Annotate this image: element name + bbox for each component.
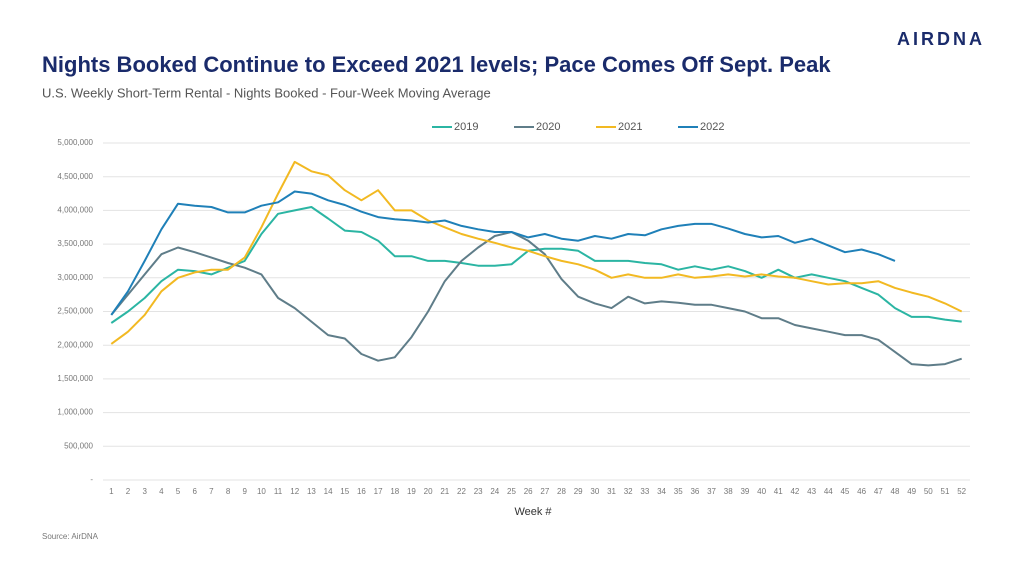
x-tick-label: 11	[274, 487, 283, 496]
x-tick-label: 42	[790, 487, 799, 496]
y-tick-label: 3,000,000	[57, 273, 93, 282]
x-tick-label: 22	[457, 487, 466, 496]
legend-label: 2020	[536, 121, 560, 133]
x-tick-label: 28	[557, 487, 566, 496]
series-line	[110, 160, 963, 345]
x-tick-label: 15	[340, 487, 349, 496]
y-tick-label: 1,500,000	[57, 374, 93, 383]
x-tick-label: 49	[907, 487, 916, 496]
x-tick-label: 23	[474, 487, 483, 496]
x-tick-label: 5	[176, 487, 181, 496]
y-tick-label: 5,000,000	[57, 138, 93, 147]
x-tick-label: 27	[540, 487, 549, 496]
y-tick-label: 500,000	[64, 441, 93, 450]
y-tick-label: 2,500,000	[57, 307, 93, 316]
x-tick-label: 2	[126, 487, 131, 496]
y-tick-label: 2,000,000	[57, 340, 93, 349]
x-tick-label: 1	[109, 487, 114, 496]
x-tick-label: 10	[257, 487, 266, 496]
x-tick-label: 3	[142, 487, 147, 496]
x-tick-label: 19	[407, 487, 416, 496]
x-tick-label: 43	[807, 487, 816, 496]
x-tick-label: 7	[209, 487, 214, 496]
x-tick-label: 37	[707, 487, 716, 496]
x-tick-label: 29	[574, 487, 583, 496]
x-tick-label: 31	[607, 487, 616, 496]
x-tick-label: 50	[924, 487, 933, 496]
y-tick-label: -	[90, 475, 93, 484]
x-tick-label: 35	[674, 487, 683, 496]
source-note: Source: AirDNA	[42, 532, 99, 541]
series-line	[110, 190, 896, 316]
y-tick-label: 3,500,000	[57, 239, 93, 248]
x-tick-label: 46	[857, 487, 866, 496]
y-tick-label: 4,000,000	[57, 206, 93, 215]
legend-label: 2022	[700, 121, 724, 133]
x-tick-label: 33	[640, 487, 649, 496]
x-tick-label: 45	[840, 487, 849, 496]
x-tick-label: 51	[941, 487, 950, 496]
y-tick-label: 4,500,000	[57, 172, 93, 181]
series-line	[110, 206, 962, 324]
x-tick-label: 40	[757, 487, 766, 496]
x-axis-label: Week #	[514, 506, 552, 518]
x-tick-label: 26	[524, 487, 533, 496]
chart-subtitle: U.S. Weekly Short-Term Rental - Nights B…	[42, 85, 491, 100]
x-tick-label: 14	[324, 487, 333, 496]
x-tick-label: 24	[490, 487, 499, 496]
x-tick-label: 4	[159, 487, 164, 496]
y-tick-label: 1,000,000	[57, 408, 93, 417]
x-tick-label: 18	[390, 487, 399, 496]
x-tick-label: 21	[440, 487, 449, 496]
x-tick-label: 52	[957, 487, 966, 496]
x-tick-label: 8	[226, 487, 231, 496]
x-tick-label: 9	[242, 487, 247, 496]
x-tick-label: 25	[507, 487, 516, 496]
series-line	[110, 231, 963, 367]
x-tick-label: 47	[874, 487, 883, 496]
brand-logo: AIRDNA	[897, 29, 985, 49]
x-tick-label: 16	[357, 487, 366, 496]
legend-label: 2021	[618, 121, 642, 133]
x-tick-label: 20	[424, 487, 433, 496]
x-tick-label: 39	[740, 487, 749, 496]
x-tick-label: 13	[307, 487, 316, 496]
x-tick-label: 34	[657, 487, 666, 496]
x-tick-label: 48	[891, 487, 900, 496]
x-tick-label: 38	[724, 487, 733, 496]
x-tick-label: 41	[774, 487, 783, 496]
legend-label: 2019	[454, 121, 478, 133]
x-tick-label: 30	[590, 487, 599, 496]
x-tick-label: 32	[624, 487, 633, 496]
x-tick-label: 17	[374, 487, 383, 496]
x-tick-label: 12	[290, 487, 299, 496]
x-tick-label: 6	[192, 487, 197, 496]
chart-title: Nights Booked Continue to Exceed 2021 le…	[42, 52, 831, 77]
x-tick-label: 44	[824, 487, 833, 496]
x-tick-label: 36	[690, 487, 699, 496]
